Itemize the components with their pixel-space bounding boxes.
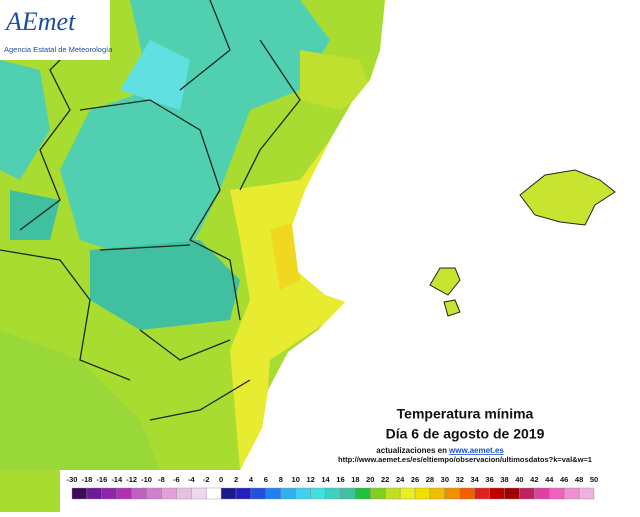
legend-swatch [71,487,88,500]
caption-url: http://www.aemet.es/es/eltiempo/observac… [338,455,592,464]
legend-label: 6 [264,475,268,484]
legend-swatch [116,487,132,500]
legend-swatch [101,487,117,500]
legend-label: 50 [590,475,598,484]
legend-label: -18 [81,475,92,484]
legend-label: 16 [336,475,344,484]
legend-swatch [534,487,550,500]
legend-swatch [549,487,565,500]
legend-swatch [220,487,237,500]
legend-label: 40 [515,475,523,484]
legend-swatch [414,487,431,500]
legend-label: 24 [396,475,405,484]
legend-label: 0 [219,475,223,484]
legend-swatch [250,487,267,500]
legend-swatch [86,487,103,500]
legend-label: 12 [306,475,314,484]
legend-label: 48 [575,475,583,484]
legend-label: 30 [441,475,449,484]
updates-link[interactable]: www.aemet.es [448,446,504,455]
legend-swatch [459,487,475,500]
legend-label: 28 [426,475,434,484]
legend-swatch [489,487,505,500]
legend-swatch [474,487,490,500]
legend-swatch [504,487,520,500]
legend-swatch [235,487,252,500]
legend-label: 20 [366,475,374,484]
legend-label: -16 [96,475,107,484]
color-legend: -30 -18 -16 -14 -12 -10 -8 -6 -4 -2 0 2 4 6 8 10 12 14 16 1… [67,475,598,500]
logo-box [0,0,110,60]
legend-swatch [310,487,326,500]
legend-label: 32 [456,475,464,484]
island [519,169,616,226]
updates-text: actualizaciones en [376,446,447,455]
legend-label: -30 [67,475,78,484]
legend-label: 8 [279,475,283,484]
island [429,267,461,296]
legend-swatch [206,487,222,500]
legend-swatch [265,487,281,500]
legend-swatch [340,487,356,500]
agency-name: Agencia Estatal de Meteorología [4,45,113,54]
island [443,299,461,317]
legend-swatch [191,487,207,500]
legend-swatch [295,487,311,500]
legend-swatch [355,487,371,500]
legend-label: -6 [173,475,180,484]
legend-label: 14 [321,475,330,484]
legend-label: 10 [292,475,300,484]
legend-swatch [385,487,401,500]
legend-swatch [429,487,446,500]
legend-label: 26 [411,475,419,484]
legend-label: 2 [234,475,238,484]
legend-label: -12 [126,475,137,484]
legend-swatch [399,487,416,500]
legend-swatch [370,487,386,500]
legend-label: 38 [500,475,508,484]
legend-label: 36 [485,475,493,484]
legend-swatch [131,487,147,500]
legend-label: -10 [141,475,152,484]
legend-label: -2 [203,475,210,484]
legend-label: 4 [249,475,254,484]
legend-swatch [563,487,580,500]
legend-label: -8 [158,475,165,484]
logo: AEmet [4,7,76,36]
caption-title: Temperatura mínima [397,406,534,422]
legend-swatch [519,487,535,500]
legend-swatch [444,487,460,500]
legend-swatch [325,487,341,500]
legend-label: 42 [530,475,538,484]
legend-label: 44 [545,475,554,484]
caption-date: Día 6 de agosto de 2019 [386,426,545,442]
legend-label: 46 [560,475,568,484]
legend-label: 18 [351,475,359,484]
legend-label: -4 [188,475,195,484]
legend-swatch [146,487,162,500]
legend-swatch [578,487,595,500]
legend-label: 34 [471,475,480,484]
legend-label: -14 [111,475,123,484]
legend-swatch [280,487,296,500]
legend-swatch [176,487,192,500]
legend-swatch [161,487,177,500]
legend-label: 22 [381,475,389,484]
